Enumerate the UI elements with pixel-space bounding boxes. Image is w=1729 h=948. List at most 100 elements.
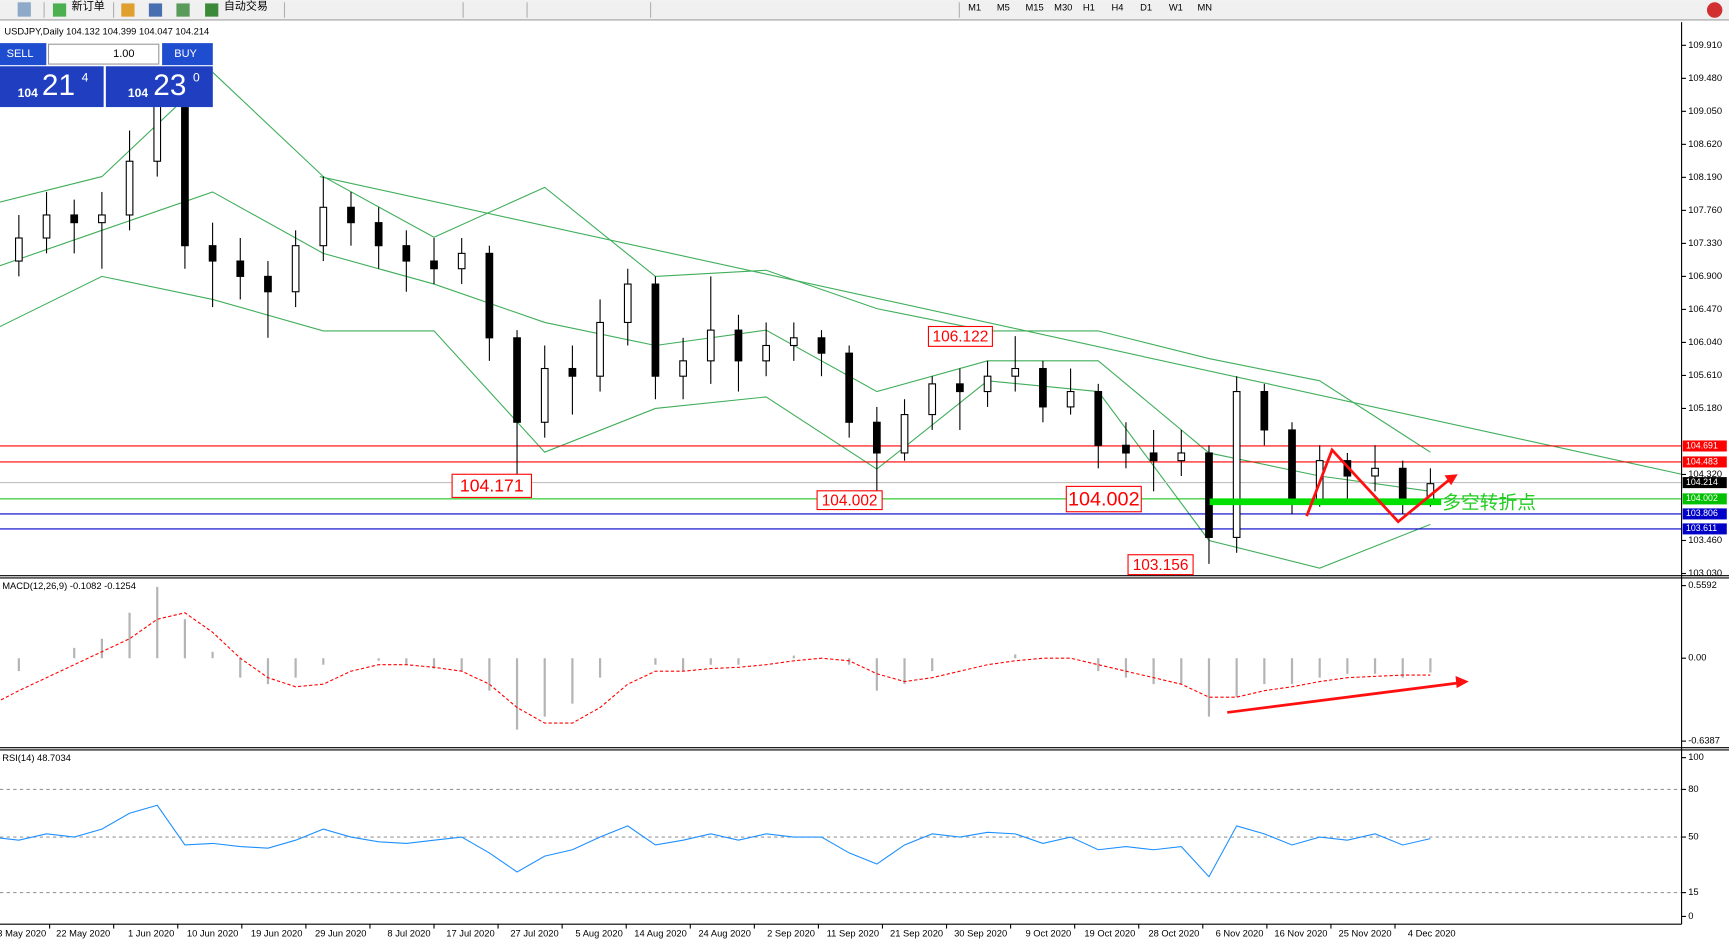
x-tick-label: 17 Jul 2020 — [446, 929, 494, 939]
annotation: 104.002 — [822, 492, 878, 509]
arrow-head — [1455, 676, 1469, 689]
candle-body — [208, 245, 217, 262]
price-sup: 4 — [82, 71, 89, 85]
candle-body — [42, 214, 51, 239]
y-tick-label: 106.900 — [1688, 271, 1722, 281]
candle-body — [1288, 429, 1296, 500]
new-order[interactable]: 新订单 — [72, 0, 105, 13]
icon[interactable] — [52, 3, 67, 17]
candle-body — [14, 237, 23, 262]
timeframe[interactable]: D1 — [1140, 2, 1152, 12]
x-tick-label: 24 Aug 2020 — [698, 929, 751, 939]
y-tick-label: 106.040 — [1688, 337, 1722, 347]
y-tick-label: 103.460 — [1688, 535, 1722, 545]
candle-body — [540, 367, 549, 423]
timeframe[interactable]: W1 — [1169, 2, 1183, 12]
candle-body — [1260, 390, 1269, 431]
y-tick-label: 106.470 — [1688, 304, 1722, 314]
candle-body — [872, 421, 881, 454]
x-tick-label: 21 Sep 2020 — [890, 929, 943, 939]
annotation-box — [1065, 485, 1142, 513]
y-tick-label: 100 — [1688, 752, 1704, 762]
y-tick-label: 103.030 — [1688, 568, 1722, 578]
trendline — [319, 175, 1682, 475]
annotation-box — [816, 490, 883, 511]
lots[interactable]: 1.00 — [113, 48, 134, 60]
price-big: 104 — [18, 86, 38, 100]
macd-title: MACD(12,26,9) -0.1082 -0.1254 — [2, 581, 136, 591]
y-tick-label: 109.050 — [1688, 106, 1722, 116]
sell-label[interactable]: SELL — [7, 48, 34, 60]
icon[interactable] — [176, 3, 190, 17]
x-tick-label: 27 Jul 2020 — [510, 929, 558, 939]
icon[interactable] — [148, 3, 163, 17]
alert-icon[interactable] — [1706, 2, 1723, 18]
buy-label[interactable]: BUY — [174, 48, 197, 60]
level-label: 104.691 — [1686, 440, 1718, 450]
x-tick-label: 5 Aug 2020 — [575, 929, 622, 939]
trade-panel: SELL 1.00 BUY 104 21 4 104 23 0 — [0, 42, 213, 108]
timeframe[interactable]: M1 — [968, 2, 981, 12]
y-tick-label: 0.5592 — [1688, 580, 1717, 590]
level-tag — [1682, 523, 1727, 535]
x-tick-label: 22 May 2020 — [56, 929, 110, 939]
x-tick-label: 13 May 2020 — [0, 929, 46, 939]
icon[interactable] — [205, 3, 219, 17]
sell-price-box[interactable] — [0, 66, 104, 108]
timeframe[interactable]: H1 — [1083, 2, 1095, 12]
y-tick-label: -0.6387 — [1688, 736, 1720, 746]
support-zone — [1209, 498, 1442, 506]
timeframe[interactable]: M15 — [1025, 2, 1043, 12]
zigzag-arrow — [1305, 447, 1455, 524]
candle-body — [264, 275, 272, 293]
timeframe[interactable]: M30 — [1054, 2, 1072, 12]
candle-body — [1122, 444, 1130, 454]
timeframe[interactable]: M5 — [997, 2, 1010, 12]
candle-body — [402, 245, 411, 262]
candle-body — [706, 329, 715, 362]
x-tick-label: 8 Jul 2020 — [387, 929, 430, 939]
annotation: 103.156 — [1133, 557, 1189, 574]
sell-button[interactable] — [0, 43, 47, 66]
timeframe[interactable]: MN — [1198, 2, 1213, 12]
icon[interactable] — [17, 2, 31, 17]
band-upper — [0, 71, 1431, 453]
candle-body — [1398, 467, 1407, 500]
auto-trading[interactable]: 自动交易 — [224, 0, 268, 13]
toolbar — [0, 0, 1729, 20]
candle-body — [1232, 390, 1241, 538]
buy-button[interactable] — [162, 43, 213, 66]
candle-body — [319, 206, 328, 247]
buy-price-box[interactable] — [105, 66, 213, 108]
candle-body — [1205, 452, 1213, 538]
lots-input[interactable] — [47, 43, 160, 65]
candle-body — [1371, 467, 1379, 477]
candle-body — [623, 283, 632, 324]
candle-body — [1039, 367, 1047, 408]
candle-body — [125, 160, 134, 216]
arrow-head — [1444, 474, 1458, 486]
candle-body — [70, 214, 79, 224]
band-lower — [0, 275, 1431, 569]
candle-body — [817, 337, 826, 354]
level-label: 104.214 — [1686, 477, 1718, 487]
y-tick-label: 80 — [1688, 784, 1698, 794]
y-tick-label: 107.760 — [1688, 205, 1722, 215]
price-main: 23 — [153, 69, 186, 102]
timeframe[interactable]: H4 — [1112, 2, 1124, 12]
level-tag — [1682, 493, 1727, 505]
level-tag — [1682, 440, 1727, 452]
candle-body — [568, 367, 577, 377]
y-tick-label: 109.480 — [1688, 73, 1722, 83]
candle-body — [762, 344, 771, 362]
x-tick-label: 28 Oct 2020 — [1148, 929, 1199, 939]
icon[interactable] — [121, 3, 135, 17]
x-tick-label: 19 Oct 2020 — [1084, 929, 1135, 939]
x-tick-label: 19 Jun 2020 — [251, 929, 303, 939]
candle-body — [374, 222, 383, 247]
x-tick-label: 6 Nov 2020 — [1216, 929, 1264, 939]
candle-body — [596, 321, 604, 377]
level-label: 104.002 — [1686, 493, 1718, 503]
level-label: 104.483 — [1686, 456, 1718, 466]
